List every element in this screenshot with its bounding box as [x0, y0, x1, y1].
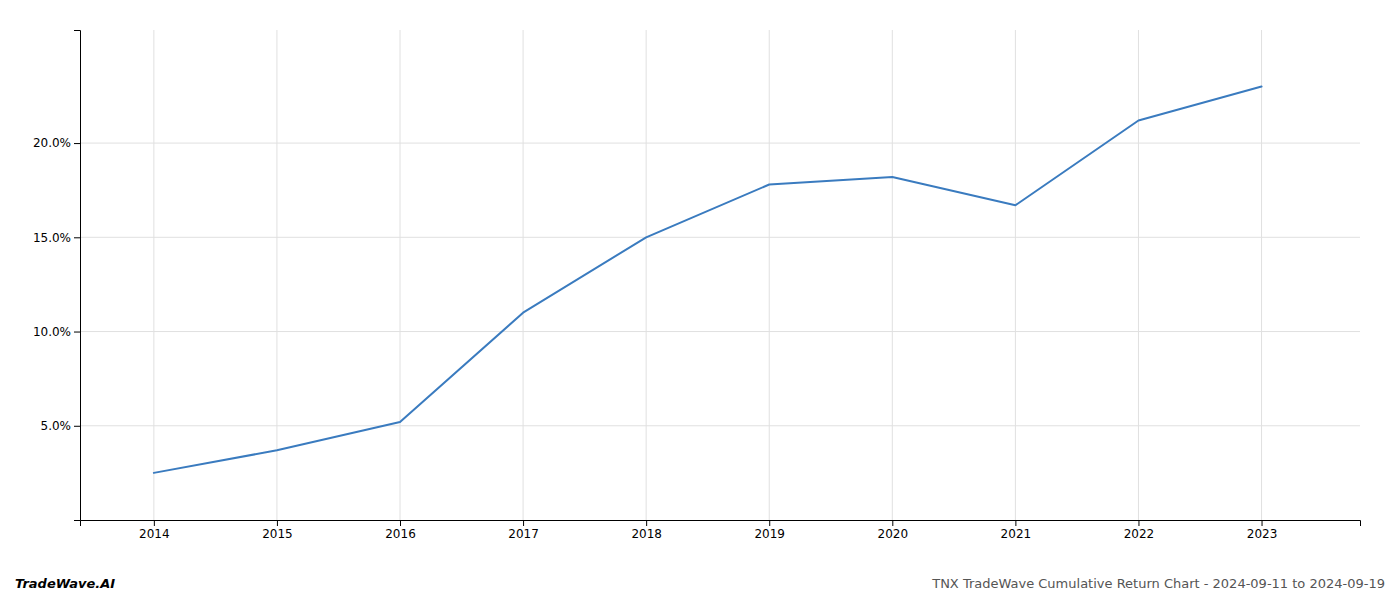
- tick-mark: [74, 143, 80, 144]
- grid-line: [400, 30, 401, 520]
- tick: 2014: [139, 520, 170, 541]
- tick-label: 2014: [139, 527, 170, 541]
- tick: 2022: [1124, 520, 1155, 541]
- tick-mark: [892, 520, 893, 526]
- tick-label: 2023: [1247, 527, 1278, 541]
- grid-line: [892, 30, 893, 520]
- tick-mark: [1262, 520, 1263, 526]
- line: [154, 87, 1262, 473]
- grid-line: [523, 30, 524, 520]
- tick-mark: [74, 332, 80, 333]
- grid-line: [1138, 30, 1139, 520]
- grid-line: [769, 30, 770, 520]
- chart: 2014 2015 2016 2017 2018 2019 2020 2021 2022 2023…: [0, 0, 1400, 600]
- tick-label: 2017: [508, 527, 539, 541]
- tick-mark: [154, 520, 155, 526]
- tick-label: 2016: [385, 527, 416, 541]
- tick-mark: [1138, 520, 1139, 526]
- grid-line: [646, 30, 647, 520]
- tick: 2019: [754, 520, 785, 541]
- annotation: TradeWave.AI: [15, 576, 115, 591]
- grid-line: [153, 30, 154, 520]
- tick-mark: [400, 520, 401, 526]
- grid-line: [80, 143, 1360, 144]
- tick: 15.0%: [33, 231, 80, 245]
- tick-mark: [74, 237, 80, 238]
- tick: 2017: [508, 520, 539, 541]
- axis-line: [81, 521, 1361, 527]
- tick-mark: [523, 520, 524, 526]
- tick-label: 2021: [1001, 527, 1032, 541]
- grid-line: [80, 331, 1360, 332]
- plot-area: [154, 87, 1262, 473]
- tick: 2016: [385, 520, 416, 541]
- tick: 2018: [631, 520, 662, 541]
- tick-label: 2015: [262, 527, 293, 541]
- tick-label: 2020: [878, 527, 909, 541]
- tick: 2020: [878, 520, 909, 541]
- tick-mark: [1015, 520, 1016, 526]
- tick-label: 5.0%: [41, 419, 72, 433]
- grid-line: [1261, 30, 1262, 520]
- x-axis: 2014 2015 2016 2017 2018 2019 2020 2021 2022 2023: [81, 520, 1361, 541]
- tick: 5.0%: [41, 419, 81, 433]
- grid-line: [80, 237, 1360, 238]
- grid: [80, 30, 1360, 520]
- tick-label: 2019: [754, 527, 785, 541]
- tick: 2015: [262, 520, 293, 541]
- tick-mark: [769, 520, 770, 526]
- tick-label: 2018: [631, 527, 662, 541]
- tick: 2021: [1001, 520, 1032, 541]
- axis-line: [74, 31, 81, 521]
- title: TNX TradeWave Cumulative Return Chart - …: [931, 576, 1385, 591]
- tick-label: 10.0%: [33, 325, 71, 339]
- tick-label: 20.0%: [33, 136, 71, 150]
- grid-line: [276, 30, 277, 520]
- tick: 20.0%: [33, 136, 80, 150]
- tick-mark: [277, 520, 278, 526]
- y-axis: 5.0% 10.0% 15.0% 20.0%: [33, 31, 81, 521]
- tick-mark: [74, 426, 80, 427]
- grid-line: [1015, 30, 1016, 520]
- grid-line: [80, 425, 1360, 426]
- tick-mark: [646, 520, 647, 526]
- tick: 2023: [1247, 520, 1278, 541]
- tick: 10.0%: [33, 325, 80, 339]
- tick-label: 15.0%: [33, 231, 71, 245]
- tick-label: 2022: [1124, 527, 1155, 541]
